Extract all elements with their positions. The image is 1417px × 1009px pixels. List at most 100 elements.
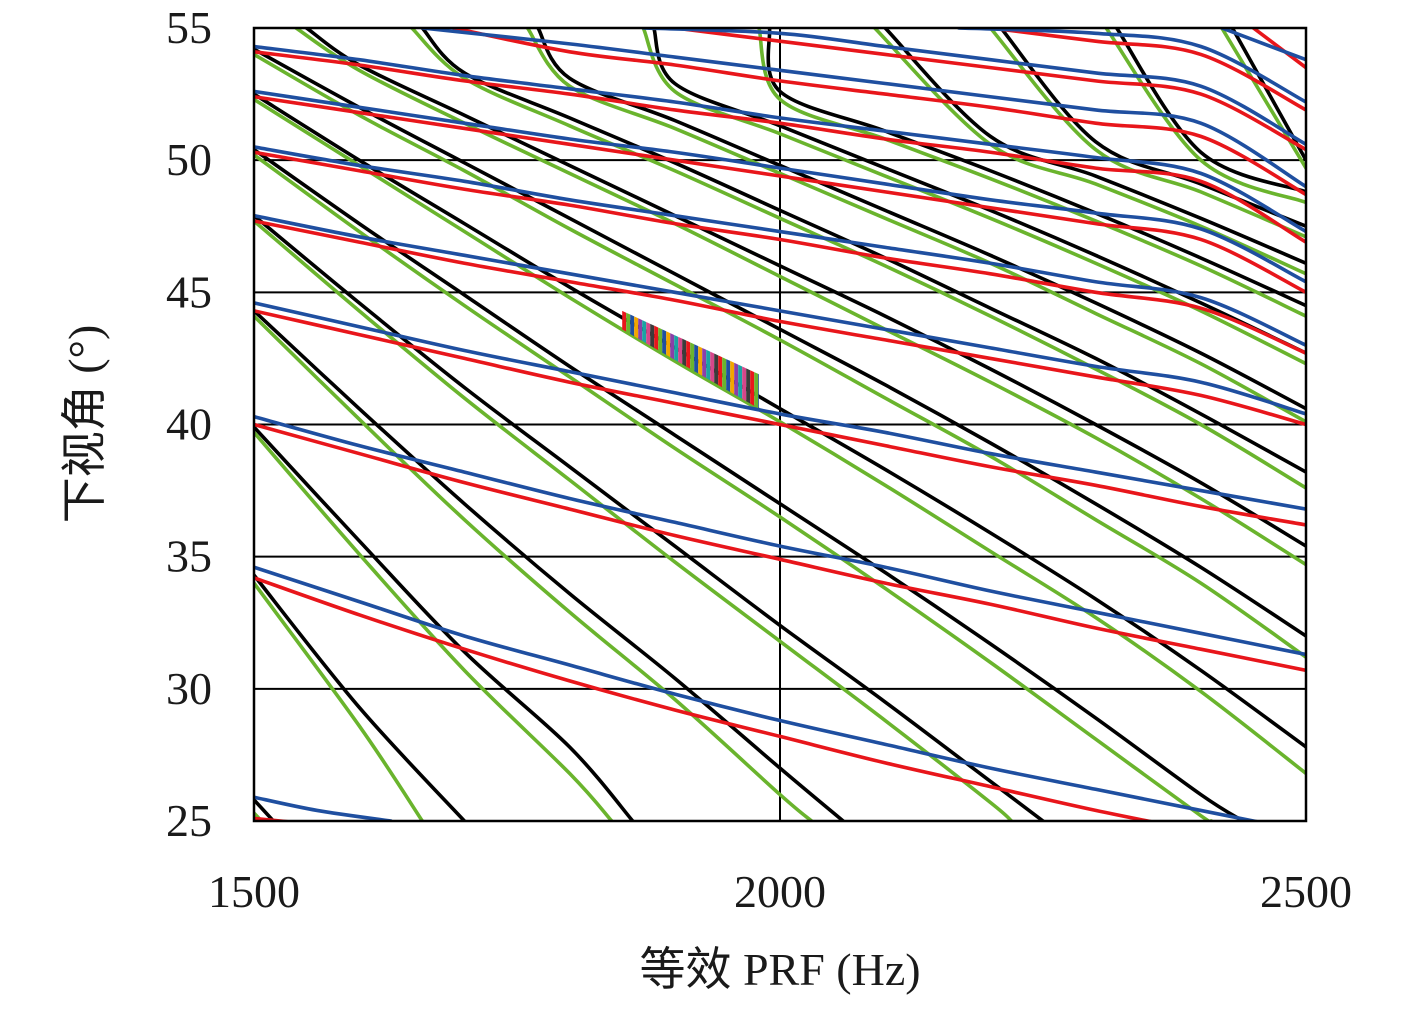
x-tick-label: 2000	[734, 866, 826, 917]
y-tick-label: 30	[166, 663, 212, 714]
series-line	[525, 28, 1306, 424]
highlight-stripe	[706, 349, 711, 381]
series-3	[254, 28, 1306, 821]
series-line	[254, 309, 1306, 527]
highlight-stripe	[690, 342, 695, 372]
series-line	[420, 28, 1306, 474]
highlight-stripe	[758, 373, 759, 409]
highlight-stripe	[662, 329, 667, 355]
series-line	[254, 150, 1306, 355]
highlight-stripe	[738, 364, 743, 399]
series-2	[254, 28, 1306, 821]
highlight-stripe	[670, 333, 675, 360]
highlight-stripe	[634, 316, 639, 339]
y-tick-label: 35	[166, 531, 212, 582]
highlight-stripe	[630, 314, 635, 337]
series-line	[254, 414, 1306, 657]
series-line	[957, 28, 1306, 104]
series-line	[254, 309, 845, 821]
x-axis-title: 等效 PRF (Hz)	[639, 944, 920, 995]
series-line	[254, 576, 1157, 821]
series-line	[254, 581, 425, 821]
series-line	[254, 49, 1306, 244]
series-line	[410, 28, 1306, 490]
series-line	[254, 795, 393, 821]
series-line	[254, 147, 1245, 821]
series-line	[1220, 28, 1306, 170]
series-line	[254, 145, 1306, 347]
series-line	[673, 28, 1306, 152]
highlight-stripe	[646, 321, 651, 346]
curve-group	[254, 28, 1306, 821]
series-line	[420, 28, 1306, 189]
series-line	[254, 52, 1306, 659]
x-axis-ticks: 1500 2000 2500	[208, 866, 1352, 917]
series-line	[452, 28, 1306, 197]
highlight-stripe	[746, 368, 751, 404]
series-line	[254, 816, 299, 821]
series-0	[254, 28, 1306, 821]
series-line	[988, 28, 1306, 112]
series-line	[254, 213, 1045, 821]
x-tick-label: 1500	[208, 866, 300, 917]
highlight-stripe	[734, 362, 739, 397]
series-line	[254, 422, 1306, 673]
plot-area	[252, 26, 1308, 823]
highlight-stripe	[666, 331, 671, 358]
highlight-stripe	[654, 325, 659, 351]
series-line	[254, 44, 1306, 234]
series-line	[254, 219, 1306, 427]
series-line	[254, 573, 467, 821]
highlight-stripe	[674, 334, 679, 362]
highlight-stripe	[638, 318, 643, 341]
highlight-stripe	[694, 344, 699, 374]
series-line	[641, 28, 1306, 147]
series-line	[254, 798, 276, 821]
series-line	[883, 28, 1306, 266]
highlight-stripe	[642, 320, 647, 344]
highlight-stripe	[650, 323, 655, 348]
series-line	[1114, 28, 1306, 194]
highlight-stripe	[686, 340, 691, 369]
highlight-stripe	[754, 372, 759, 409]
highlight-stripe	[682, 338, 687, 367]
highlight-stripe	[658, 327, 663, 353]
series-line	[254, 97, 1306, 776]
series-line	[1104, 28, 1306, 205]
series-line	[254, 314, 814, 821]
highlight-region	[622, 310, 759, 409]
x-tick-label: 2500	[1260, 866, 1352, 917]
highlight-stripe	[722, 357, 727, 390]
y-axis-ticks: 55 50 45 40 35 30 25	[166, 2, 212, 846]
y-tick-label: 40	[166, 399, 212, 450]
y-tick-label: 55	[166, 2, 212, 53]
plot-frame	[252, 26, 1308, 823]
y-axis-title: 下视角 (°)	[59, 325, 110, 524]
series-line	[304, 28, 1306, 548]
highlight-stripe	[622, 310, 627, 332]
series-line	[254, 213, 1306, 416]
series-line	[254, 565, 1263, 821]
highlight-stripe	[698, 346, 703, 376]
highlight-stripe	[710, 351, 715, 383]
series-line	[1251, 28, 1306, 70]
series-line	[757, 28, 1306, 318]
series-line	[1220, 28, 1306, 62]
series-line	[254, 89, 1306, 284]
highlight-stripe	[750, 370, 755, 406]
series-line	[254, 153, 1214, 821]
series-line	[254, 425, 635, 821]
highlight-stripe	[626, 312, 631, 334]
y-tick-label: 50	[166, 134, 212, 185]
highlight-stripe	[718, 355, 723, 388]
highlight-stripe	[742, 366, 747, 402]
highlight-stripe	[678, 336, 683, 365]
series-line	[294, 28, 1306, 567]
series-line	[254, 301, 1306, 511]
highlight-stripe	[702, 347, 707, 379]
y-tick-label: 45	[166, 266, 212, 317]
series-1	[254, 28, 1306, 821]
series-line	[254, 47, 1306, 638]
highlight-stripe	[730, 360, 735, 395]
